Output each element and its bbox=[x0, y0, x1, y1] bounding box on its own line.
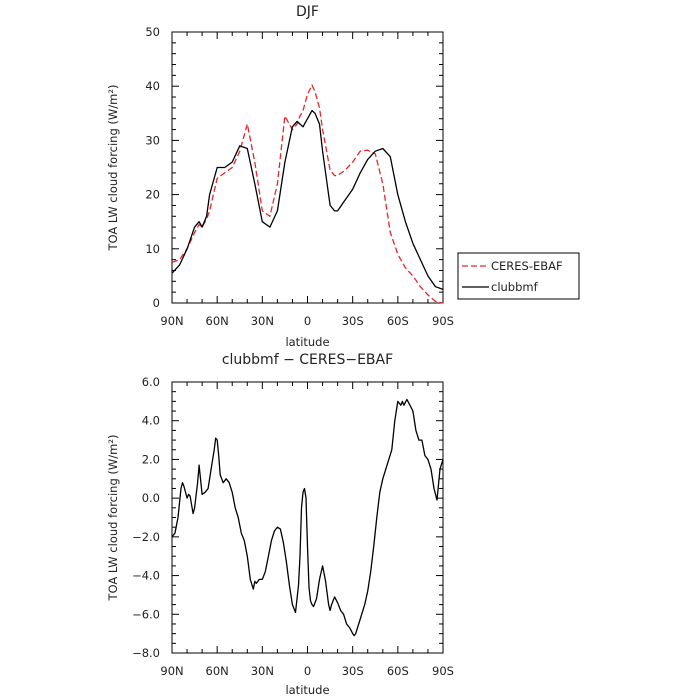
x-tick-label: 90S bbox=[432, 664, 454, 678]
x-tick-label: 0 bbox=[304, 664, 311, 678]
y-tick-label: 30 bbox=[145, 133, 160, 147]
chart-title: clubbmf − CERES−EBAF bbox=[222, 352, 393, 368]
legend-label: CERES-EBAF bbox=[491, 259, 563, 273]
series-line-difference bbox=[171, 398, 444, 637]
y-axis-title: TOA LW cloud forcing (W/m²) bbox=[106, 435, 120, 602]
y-tick-label: −2.0 bbox=[132, 530, 160, 544]
y-tick-label: −8.0 bbox=[132, 646, 160, 660]
x-axis-title: latitude bbox=[285, 335, 329, 349]
x-tick-label: 30N bbox=[251, 664, 274, 678]
x-tick-label: 60S bbox=[387, 314, 409, 328]
y-tick-label: 4.0 bbox=[142, 414, 160, 428]
x-tick-label: 60N bbox=[206, 664, 229, 678]
y-tick-label: 10 bbox=[145, 242, 160, 256]
series-line-ceres-ebaf bbox=[171, 84, 444, 304]
series-line-clubbmf bbox=[171, 109, 444, 291]
y-tick-label: −4.0 bbox=[132, 569, 160, 583]
chart-title: DJF bbox=[296, 4, 319, 20]
legend: CERES-EBAF clubbmf bbox=[457, 252, 580, 300]
y-tick-label: 40 bbox=[145, 79, 160, 93]
legend-box bbox=[457, 252, 580, 300]
plot-frame bbox=[171, 31, 444, 304]
y-tick-label: 6.0 bbox=[142, 375, 160, 389]
x-tick-label: 30N bbox=[251, 314, 274, 328]
x-tick-label: 0 bbox=[304, 314, 311, 328]
x-tick-label: 30S bbox=[342, 664, 364, 678]
x-tick-label: 30S bbox=[342, 314, 364, 328]
legend-label: clubbmf bbox=[491, 280, 539, 294]
x-tick-label: 60S bbox=[387, 664, 409, 678]
chart-panel-2: 90N 60N 30N 0 30S 60S 90S −8.0 −6.0 −4.0 −2.0 0.0 2.… bbox=[106, 352, 454, 697]
x-tick-label: 60N bbox=[206, 314, 229, 328]
y-tick-label: 20 bbox=[145, 188, 160, 202]
x-tick-label: 90S bbox=[432, 314, 454, 328]
chart-panel-1: 90N 60N 30N 0 30S 60S 90S 0 10 20 30 40 50 DJF latitud… bbox=[106, 4, 580, 349]
y-tick-label: 0 bbox=[153, 296, 160, 310]
y-tick-label: −6.0 bbox=[132, 607, 160, 621]
y-tick-label: 0.0 bbox=[142, 491, 160, 505]
y-axis-title: TOA LW cloud forcing (W/m²) bbox=[106, 85, 120, 252]
x-tick-label: 90N bbox=[160, 314, 183, 328]
y-tick-label: 2.0 bbox=[142, 452, 160, 466]
x-tick-label: 90N bbox=[160, 664, 183, 678]
x-axis-title: latitude bbox=[285, 683, 329, 697]
plot-frame bbox=[171, 381, 444, 654]
y-tick-label: 50 bbox=[145, 25, 160, 39]
